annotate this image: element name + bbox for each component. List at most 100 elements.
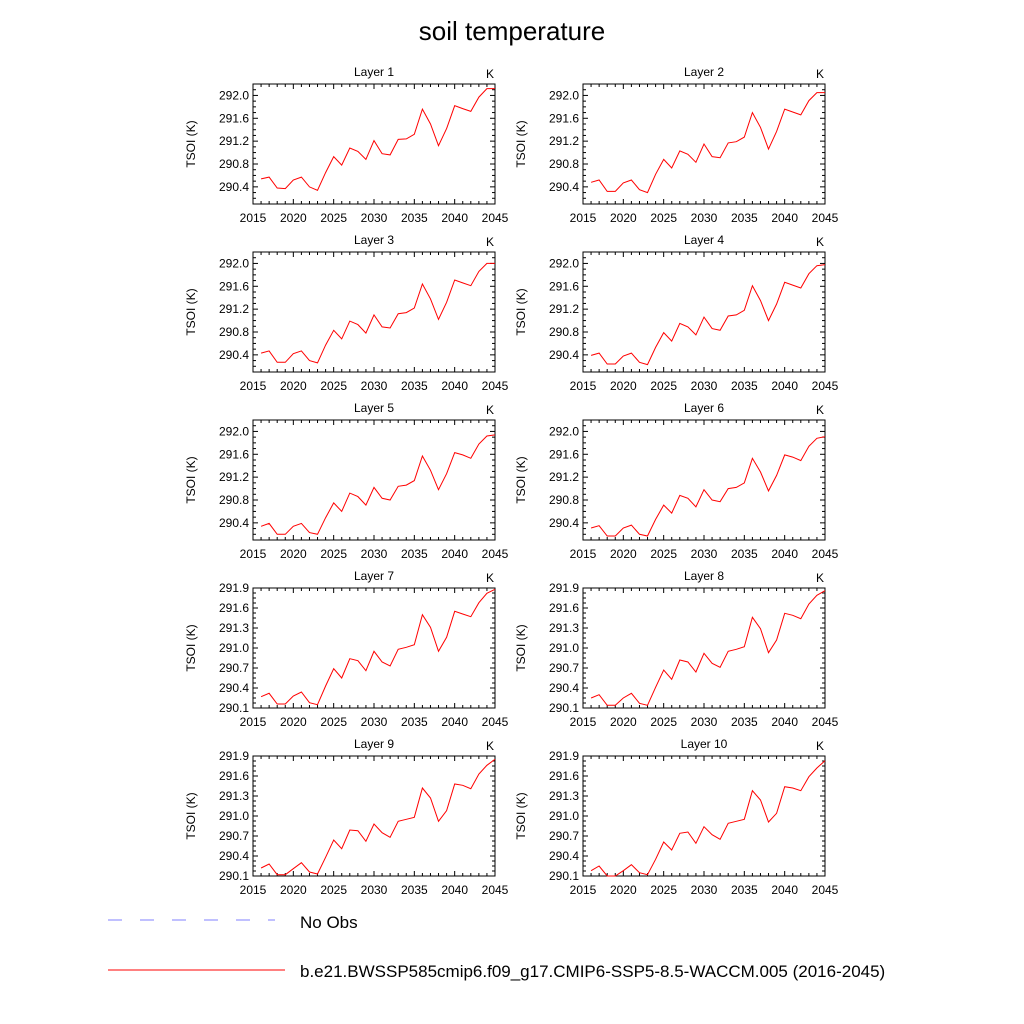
x-tick-label: 2025 [650, 715, 677, 729]
chart-panel-3: 2015 2020 2025 2030 2035 2040 2045 290.4 290.8 29… [184, 233, 509, 393]
x-tick-label: 2025 [650, 379, 677, 393]
x-tick-label: 2020 [610, 379, 637, 393]
panel-title: Layer 7 [354, 569, 394, 583]
x-tick-label: 2025 [650, 211, 677, 225]
x-tick-label: 2035 [731, 547, 758, 561]
x-tick-label: 2040 [771, 547, 798, 561]
panel-title: Layer 5 [354, 401, 394, 415]
chart-panel-6: 2015 2020 2025 2030 2035 2040 2045 290.4 290.8 29… [514, 401, 839, 561]
y-tick-label: 292.0 [549, 424, 579, 438]
series-line-1 [260, 262, 495, 364]
x-tick-label: 2030 [361, 211, 388, 225]
x-tick-label: 2035 [401, 211, 428, 225]
y-tick-label: 290.4 [549, 348, 579, 362]
x-tick-label: 2045 [812, 379, 839, 393]
x-tick-label: 2040 [441, 211, 468, 225]
x-tick-label: 2030 [361, 379, 388, 393]
y-tick-label: 290.8 [219, 157, 249, 171]
x-tick-label: 2030 [691, 547, 718, 561]
y-tick-label: 291.6 [219, 279, 249, 293]
y-tick-label: 291.6 [549, 769, 579, 783]
plot-frame [252, 419, 496, 541]
x-tick-label: 2045 [482, 211, 509, 225]
y-tick-label: 290.4 [549, 516, 579, 530]
x-tick-label: 2045 [482, 883, 509, 897]
y-axis-label: TSOI (K) [184, 624, 198, 671]
y-tick-label: 290.4 [219, 681, 249, 695]
panel-title: Layer 2 [684, 65, 724, 79]
plot-frame [582, 251, 826, 373]
series-line-1 [590, 760, 826, 877]
y-tick-label: 291.0 [549, 641, 579, 655]
y-tick-label: 291.9 [219, 749, 249, 763]
x-tick-label: 2045 [812, 715, 839, 729]
panel-units: K [486, 235, 494, 249]
series-line-1 [590, 92, 825, 194]
figure-title: soil temperature [419, 16, 605, 46]
x-tick-label: 2045 [812, 211, 839, 225]
x-tick-label: 2015 [240, 547, 267, 561]
plot-frame [252, 83, 496, 205]
x-tick-label: 2030 [691, 883, 718, 897]
y-tick-label: 290.7 [549, 829, 579, 843]
y-tick-label: 290.1 [549, 701, 579, 715]
y-axis-label: TSOI (K) [184, 288, 198, 335]
x-tick-label: 2015 [240, 883, 267, 897]
y-tick-label: 291.3 [219, 789, 249, 803]
x-tick-label: 2045 [812, 883, 839, 897]
x-tick-label: 2020 [610, 883, 637, 897]
x-tick-label: 2025 [320, 715, 347, 729]
y-tick-label: 290.1 [219, 869, 249, 883]
y-tick-label: 290.4 [219, 348, 249, 362]
x-tick-label: 2015 [570, 547, 597, 561]
series-line-1 [260, 88, 495, 191]
y-axis-label: TSOI (K) [514, 456, 528, 503]
x-tick-label: 2025 [320, 211, 347, 225]
x-tick-label: 2020 [280, 547, 307, 561]
y-tick-label: 290.8 [219, 325, 249, 339]
y-axis-label: TSOI (K) [514, 624, 528, 671]
y-tick-label: 291.2 [219, 302, 249, 316]
x-tick-label: 2015 [570, 715, 597, 729]
x-tick-label: 2040 [441, 883, 468, 897]
y-tick-label: 292.0 [219, 256, 249, 270]
y-tick-label: 290.4 [219, 180, 249, 194]
y-tick-label: 290.1 [219, 701, 249, 715]
y-tick-label: 291.6 [549, 111, 579, 125]
y-tick-label: 292.0 [549, 88, 579, 102]
y-tick-label: 291.6 [549, 447, 579, 461]
chart-panel-8: 2015 2020 2025 2030 2035 2040 2045 290.1 290.4 29… [514, 569, 839, 729]
y-tick-label: 290.7 [549, 661, 579, 675]
y-tick-label: 291.0 [219, 641, 249, 655]
chart-panel-5: 2015 2020 2025 2030 2035 2040 2045 290.4 290.8 29… [184, 401, 509, 561]
panel-units: K [486, 571, 494, 585]
plot-frame [252, 587, 496, 709]
y-tick-label: 290.4 [549, 849, 579, 863]
x-tick-label: 2025 [320, 547, 347, 561]
y-axis-label: TSOI (K) [514, 120, 528, 167]
y-tick-label: 290.8 [219, 493, 249, 507]
x-tick-label: 2020 [610, 715, 637, 729]
x-tick-label: 2035 [731, 715, 758, 729]
panel-title: Layer 6 [684, 401, 724, 415]
chart-panel-2: 2015 2020 2025 2030 2035 2040 2045 290.4 290.8 29… [514, 65, 839, 225]
y-axis-label: TSOI (K) [184, 456, 198, 503]
x-tick-label: 2015 [570, 211, 597, 225]
series-line-1 [260, 434, 496, 535]
y-axis-label: TSOI (K) [514, 288, 528, 335]
x-tick-label: 2020 [280, 715, 307, 729]
y-tick-label: 290.4 [219, 849, 249, 863]
panel-title: Layer 4 [684, 233, 724, 247]
y-tick-label: 291.3 [549, 789, 579, 803]
x-tick-label: 2035 [731, 883, 758, 897]
x-tick-label: 2040 [771, 883, 798, 897]
series-line-1 [260, 758, 496, 876]
series-line-1 [590, 590, 826, 706]
y-tick-label: 291.0 [549, 809, 579, 823]
x-tick-label: 2015 [240, 211, 267, 225]
y-tick-label: 291.6 [219, 447, 249, 461]
x-tick-label: 2035 [401, 379, 428, 393]
y-tick-label: 290.4 [549, 681, 579, 695]
chart-panel-9: 2015 2020 2025 2030 2035 2040 2045 290.1 290.4 29… [184, 737, 509, 897]
x-tick-label: 2045 [812, 547, 839, 561]
